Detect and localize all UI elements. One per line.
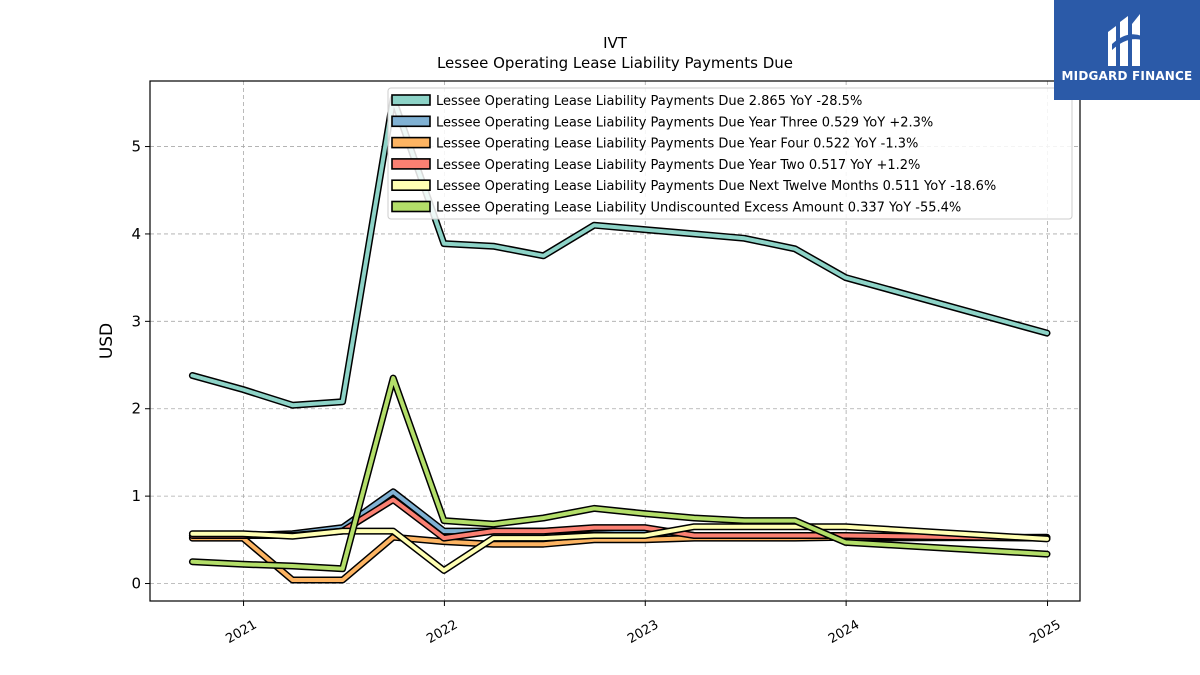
legend-swatch: [391, 200, 431, 213]
x-tick-label: 2024: [826, 617, 862, 647]
legend-swatch: [391, 136, 431, 149]
legend-entry: Lessee Operating Lease Liability Undisco…: [391, 200, 961, 216]
legend: Lessee Operating Lease Liability Payment…: [387, 87, 1073, 220]
legend-entry: Lessee Operating Lease Liability Payment…: [391, 136, 918, 152]
legend-swatch: [391, 94, 431, 106]
legend-label: Lessee Operating Lease Liability Payment…: [436, 179, 996, 194]
brand-logo: MIDGARD FINANCE: [1054, 0, 1200, 100]
legend-label: Lessee Operating Lease Liability Payment…: [436, 115, 933, 130]
y-tick-label: 0: [131, 575, 141, 593]
legend-entry: Lessee Operating Lease Liability Payment…: [391, 94, 862, 109]
series-line: [190, 376, 1049, 571]
x-tick-label: 2021: [223, 617, 259, 647]
plot-frame: [149, 80, 1081, 602]
x-tick-label: 2025: [1027, 617, 1063, 647]
legend-entry: Lessee Operating Lease Liability Payment…: [391, 115, 933, 130]
y-tick-label: 1: [131, 487, 141, 505]
series-line: [190, 96, 1049, 408]
series-lines: [188, 95, 1051, 584]
legend-swatch: [391, 115, 431, 128]
series-5: [188, 374, 1051, 573]
y-tick-label: 5: [131, 138, 141, 156]
series-line: [190, 524, 1049, 573]
legend-box: [387, 87, 1073, 220]
series-0: [188, 95, 1051, 409]
legend-entry: Lessee Operating Lease Liability Payment…: [391, 179, 996, 194]
series-4: [188, 523, 1051, 574]
y-tick-label: 4: [131, 225, 141, 243]
x-tick-label: 2022: [424, 617, 460, 647]
legend-entry: Lessee Operating Lease Liability Payment…: [391, 158, 920, 173]
x-axis: 2021 2022 2023 2024 2025: [223, 601, 1064, 647]
legend-swatch: [391, 158, 431, 170]
legend-label: Lessee Operating Lease Liability Payment…: [436, 137, 918, 152]
y-axis: 0 1 2 3 4 5: [131, 138, 150, 593]
y-tick-label: 2: [131, 400, 141, 418]
x-tick-label: 2023: [625, 617, 661, 647]
legend-label: Lessee Operating Lease Liability Payment…: [436, 94, 862, 109]
y-axis-label: USD: [97, 323, 117, 359]
chart-title: IVT: [603, 34, 628, 52]
y-tick-label: 3: [131, 312, 141, 330]
legend-swatch: [391, 179, 431, 191]
chart-subtitle: Lessee Operating Lease Liability Payment…: [437, 54, 793, 72]
brand-name: MIDGARD FINANCE: [1061, 69, 1193, 83]
legend-label: Lessee Operating Lease Liability Payment…: [436, 158, 920, 173]
legend-label: Lessee Operating Lease Liability Undisco…: [436, 201, 961, 216]
midgard-logo-icon: [1108, 14, 1142, 66]
